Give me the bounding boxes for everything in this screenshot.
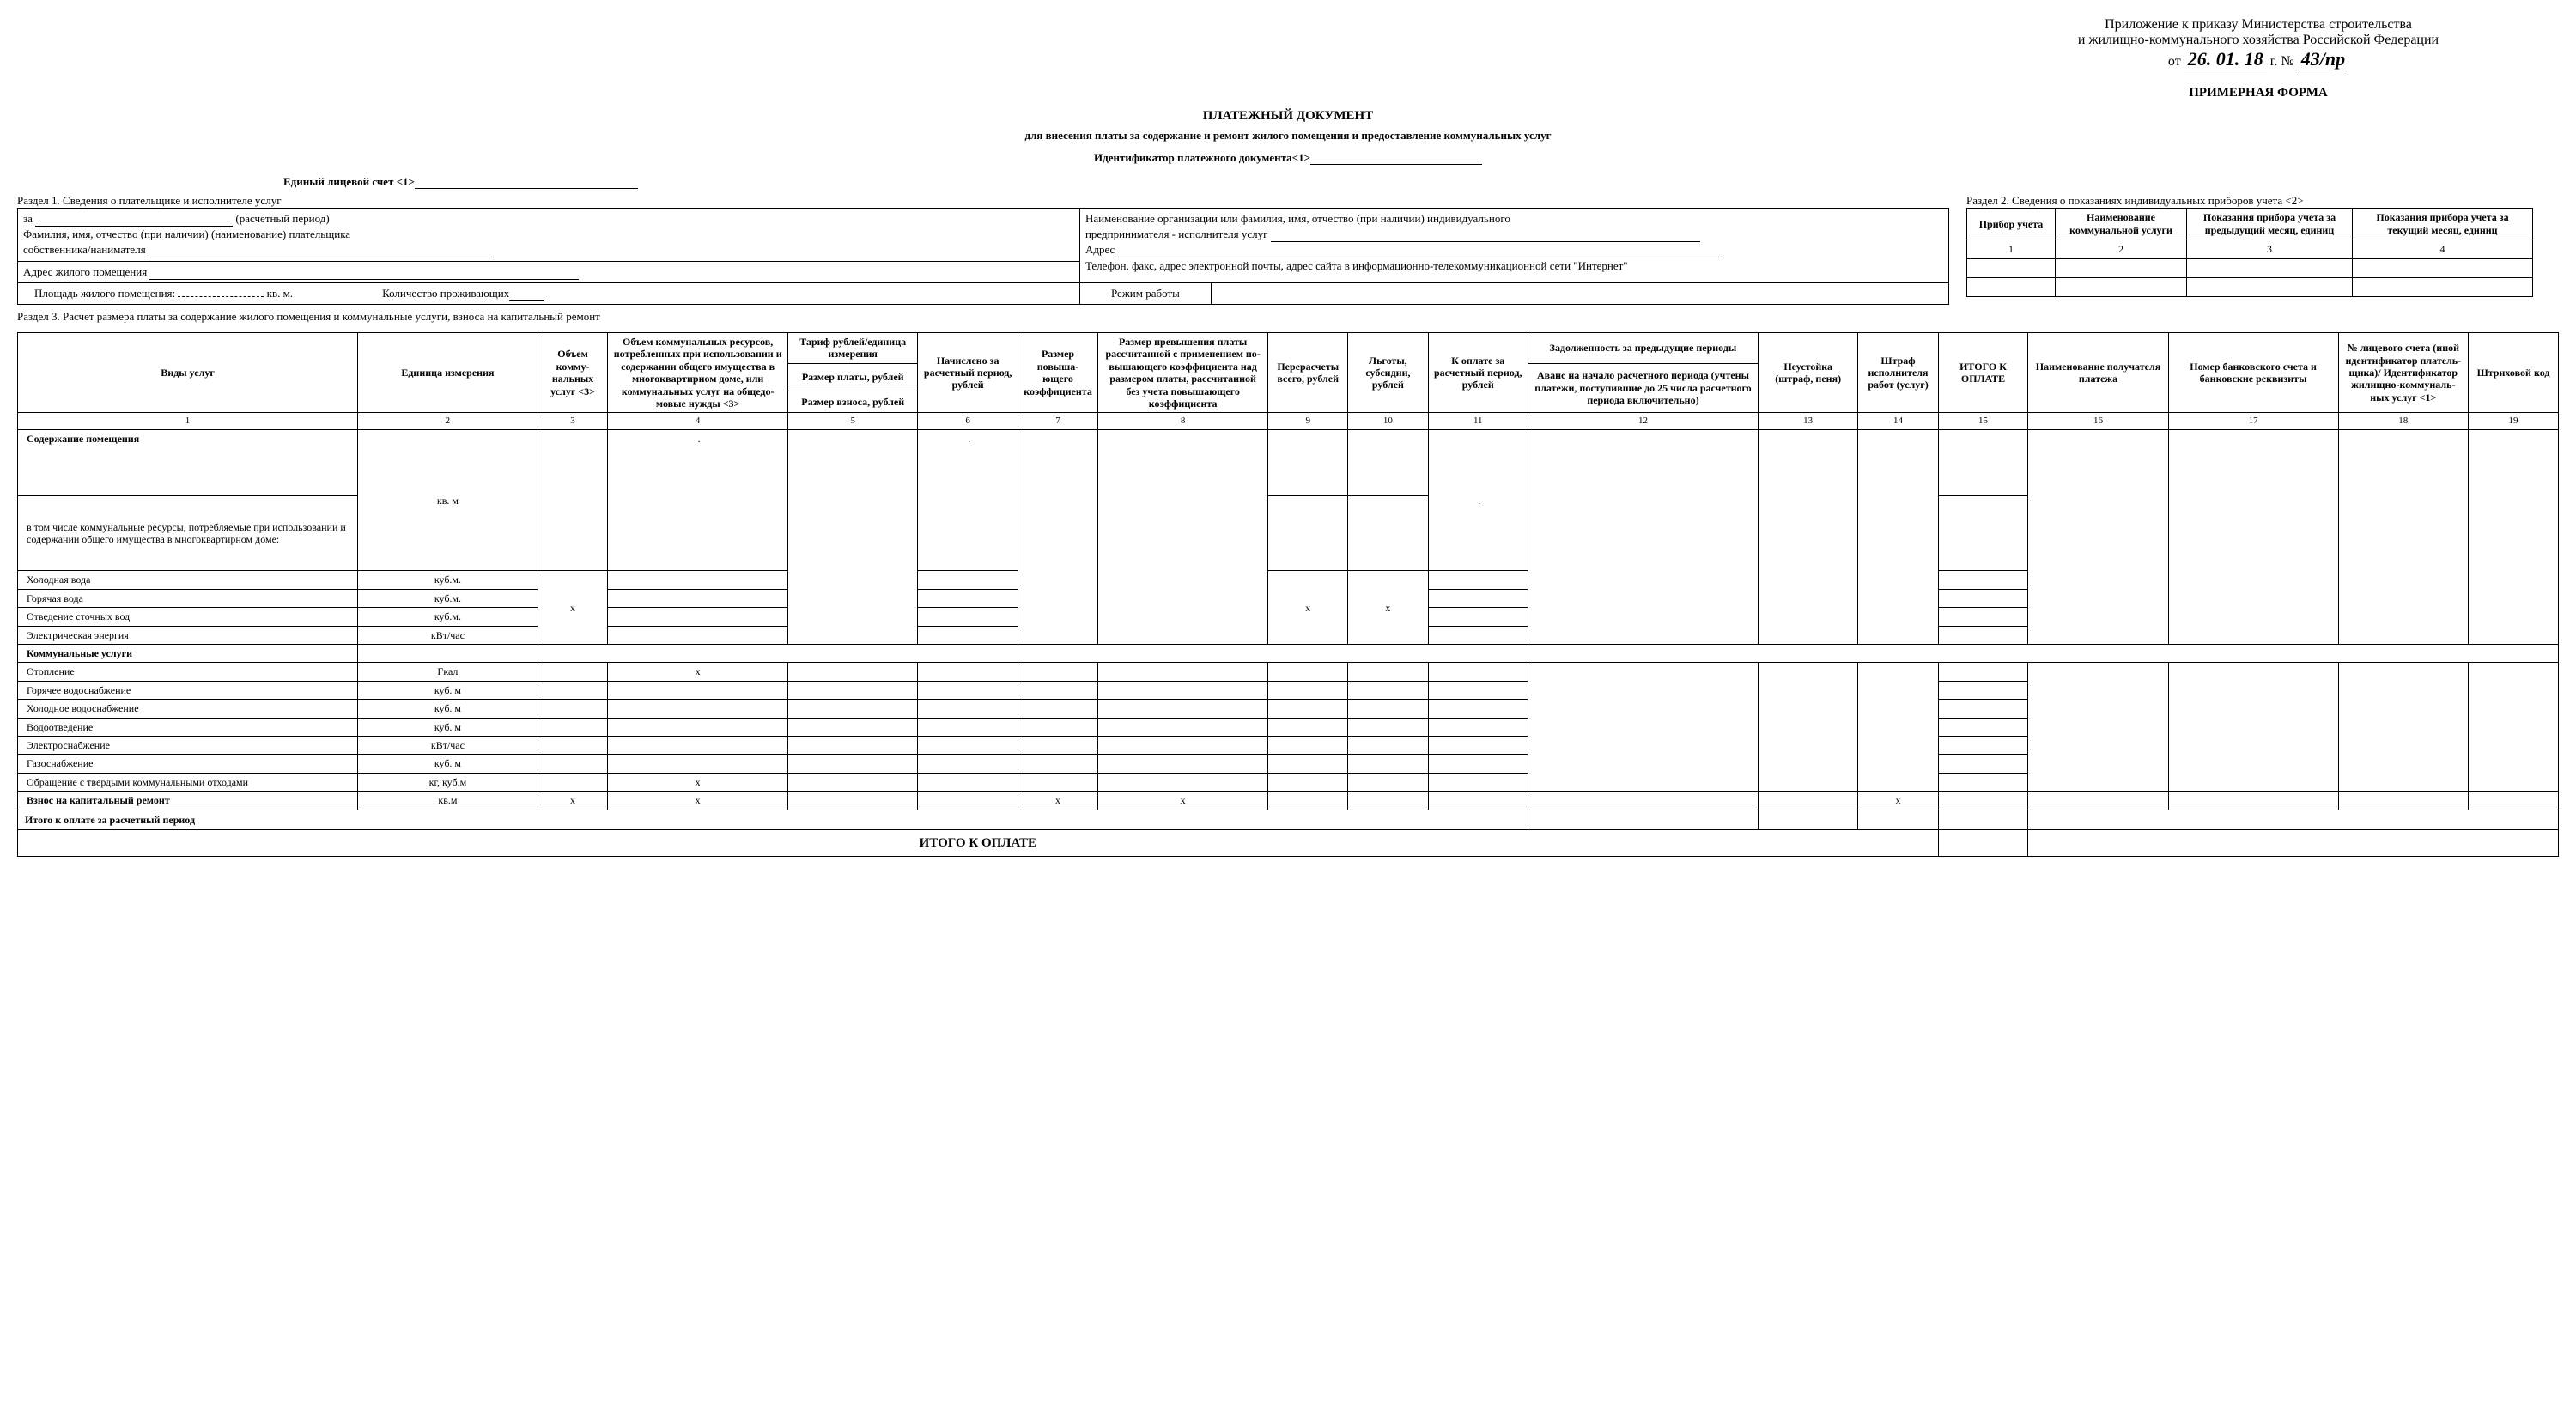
doc-ident: Идентификатор платежного документа<1>	[17, 151, 2559, 165]
doc-title: ПЛАТЕЖНЫЙ ДОКУМЕНТ	[17, 109, 2559, 124]
appendix-line2: и жилищно-коммунального хозяйства Россий…	[1992, 33, 2524, 48]
appendix-date: 26. 01. 18	[2184, 48, 2267, 70]
appendix-line1: Приложение к приказу Министерства строит…	[1992, 17, 2524, 33]
section1-title: Раздел 1. Сведения о плательщике и испол…	[17, 194, 1949, 208]
section3-table: Виды услуг Единица измерения Объем комму…	[17, 332, 2559, 857]
appendix-block: Приложение к приказу Министерства строит…	[1992, 17, 2524, 100]
doc-subtitle: для внесения платы за содержание и ремон…	[17, 129, 2559, 143]
section2-table: Прибор учета Наименование коммунальной у…	[1966, 208, 2533, 297]
account-line: Единый лицевой счет <1>	[283, 175, 2559, 189]
column-number-row: 12 34 56 78 910 1112 1314 1516 1718 19	[18, 413, 2559, 430]
appendix-number: 43/пр	[2298, 48, 2348, 70]
section2-title: Раздел 2. Сведения о показаниях индивиду…	[1966, 194, 2559, 208]
section3-title: Раздел 3. Расчет размера платы за содерж…	[17, 310, 2559, 324]
appendix-date-line: от 26. 01. 18 г. № 43/пр	[1992, 48, 2524, 70]
section1-table: за (расчетный период) Фамилия, имя, отче…	[17, 208, 1949, 305]
row-maintenance: Содержание помещения кв. м . . .	[18, 430, 2559, 496]
sample-form-label: ПРИМЕРНАЯ ФОРМА	[1992, 86, 2524, 100]
